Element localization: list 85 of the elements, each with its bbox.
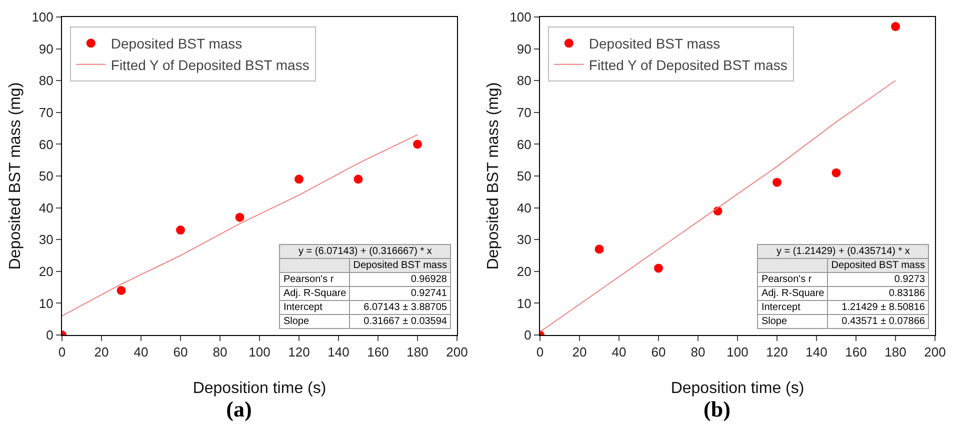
x-axis-title: Deposition time (s) — [670, 380, 804, 397]
annotation: 0.83186 — [828, 286, 928, 300]
annotation: Deposited BST mass — [828, 258, 928, 272]
point — [891, 22, 900, 32]
annotation: Adj. R-Square — [280, 286, 350, 300]
x-tick-label: 120 — [288, 344, 310, 360]
y-axis-title: Deposited BST mass (mg) — [485, 82, 502, 270]
x-tick-label: 200 — [446, 344, 468, 360]
x-tick-label: 80 — [690, 344, 706, 360]
x-tick-label: 180 — [884, 344, 906, 360]
y-tick-label: 80 — [38, 73, 54, 88]
x-tick-label: 0 — [536, 344, 544, 360]
point — [294, 174, 304, 184]
annotation: 0.9273 — [828, 272, 928, 286]
annotation: 6.07143 ± 3.88705 — [350, 300, 450, 314]
annotation: Pearson's r — [758, 272, 828, 286]
point — [594, 244, 604, 254]
annotation: 0.31667 ± 0.03594 — [350, 314, 450, 328]
point — [654, 264, 663, 273]
annotation: Intercept — [280, 300, 350, 314]
y-tick-label: 30 — [516, 232, 532, 248]
x-tick-label: 160 — [845, 344, 867, 360]
annotation: y = (6.07143) + (0.316667) * x — [280, 244, 450, 258]
annotation: 0.43571 ± 0.07866 — [828, 314, 928, 328]
x-tick-label: 180 — [406, 344, 428, 360]
y-tick-label: 60 — [38, 136, 54, 152]
y-tick-label: 20 — [38, 264, 54, 279]
annotation: Pearson's r — [280, 272, 350, 286]
point — [832, 168, 841, 178]
x-tick-label: 140 — [806, 344, 828, 360]
x-tick-label: 40 — [612, 344, 626, 360]
x-tick-label: 60 — [651, 344, 666, 360]
x-tick-label: 100 — [248, 344, 270, 360]
x-tick-label: 40 — [134, 344, 148, 360]
y-tick-label: 40 — [38, 200, 54, 216]
x-tick-label: 20 — [94, 344, 109, 360]
x-tick-label: 0 — [58, 344, 66, 360]
x-axis-title: Deposition time (s) — [192, 380, 326, 397]
point — [413, 140, 422, 149]
point — [772, 178, 782, 187]
legend-label: Deposited BST mass — [110, 36, 242, 52]
x-tick-label: 120 — [766, 344, 788, 360]
point — [354, 174, 363, 184]
legend-label: Deposited BST mass — [588, 36, 720, 52]
x-tick-label: 200 — [924, 344, 946, 360]
annotation: Deposited BST mass — [350, 258, 450, 272]
text: (a) — [226, 396, 252, 422]
y-tick-label: 10 — [38, 296, 54, 311]
y-axis-title: Deposited BST mass (mg) — [7, 82, 24, 270]
point — [116, 286, 126, 295]
text: (b) — [704, 396, 730, 422]
y-tick-label: 30 — [38, 232, 54, 248]
x-tick-label: 160 — [367, 344, 389, 360]
y-tick-label: 60 — [516, 136, 532, 152]
y-tick-label: 90 — [516, 41, 532, 56]
y-tick-label: 70 — [516, 104, 532, 120]
annotation: 0.92741 — [350, 286, 450, 300]
x-tick-label: 80 — [212, 344, 228, 360]
y-tick-label: 0 — [524, 328, 532, 343]
y-tick-label: 40 — [516, 200, 532, 216]
legend-label: Fitted Y of Deposited BST mass — [110, 56, 310, 73]
y-tick-label: 20 — [516, 264, 532, 279]
y-tick-label: 100 — [32, 10, 54, 25]
annotation: 1.21429 ± 8.50816 — [828, 300, 928, 314]
y-tick-label: 0 — [46, 328, 54, 343]
x-tick-label: 60 — [173, 344, 188, 360]
y-tick-label: 50 — [516, 168, 532, 184]
y-tick-label: 70 — [38, 104, 54, 120]
y-tick-label: 10 — [516, 296, 532, 311]
y-tick-label: 50 — [38, 168, 54, 184]
annotation: y = (1.21429) + (0.435714) * x — [758, 244, 928, 258]
annotation: Slope — [280, 314, 350, 328]
annotation: Slope — [758, 314, 828, 328]
annotation: Adj. R-Square — [758, 286, 828, 300]
annotation: Intercept — [758, 300, 828, 314]
x-tick-label: 140 — [328, 344, 350, 360]
y-tick-label: 80 — [516, 73, 532, 88]
point — [176, 226, 185, 235]
y-tick-label: 100 — [510, 10, 532, 25]
point — [235, 212, 244, 222]
x-tick-label: 100 — [726, 344, 748, 360]
legend-label: Fitted Y of Deposited BST mass — [588, 56, 788, 73]
x-tick-label: 20 — [572, 344, 587, 360]
annotation: 0.96928 — [350, 272, 450, 286]
y-tick-label: 90 — [38, 41, 54, 56]
